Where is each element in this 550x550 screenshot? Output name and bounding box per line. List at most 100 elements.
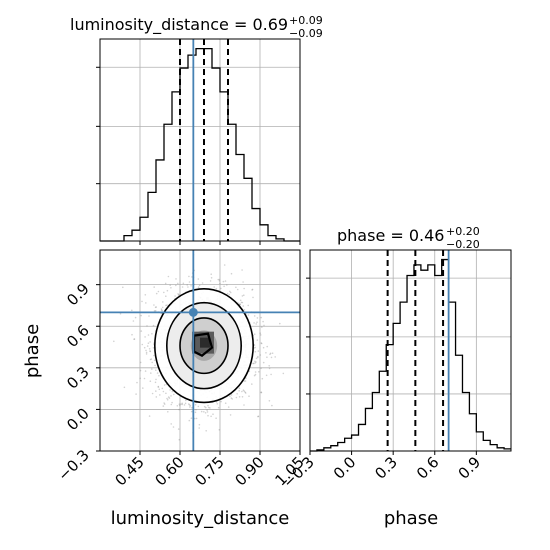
scatter-point [149,341,151,343]
x-tick-label-phase: 0.6 [413,453,443,483]
scatter-point [200,410,203,413]
scatter-point [223,264,226,266]
scatter-point [161,306,164,309]
scatter-point [255,357,258,360]
scatter-point [175,278,177,280]
scatter-point [252,296,254,299]
scatter-point [215,287,218,290]
scatter-point [188,403,190,405]
scatter-point [261,326,263,328]
scatter-point [229,291,232,294]
scatter-point [145,351,148,354]
truth-marker [188,307,198,317]
y-tick-label-phase: 0.6 [63,321,93,351]
scatter-point [251,288,254,291]
scatter-point [259,334,262,336]
scatter-point [255,361,257,363]
scatter-point [260,342,263,345]
scatter-point [149,350,151,352]
contour-line [154,288,255,404]
scatter-point [135,393,137,395]
scatter-point [151,361,153,364]
scatter-point [239,303,241,305]
scatter-point [209,407,211,409]
scatter-point [167,396,170,398]
scatter-point [150,358,153,360]
scatter-point [244,380,247,382]
scatter-point [173,393,175,396]
scatter-point [262,361,265,364]
scatter-point [203,411,205,413]
x-tick-label-luminosity-distance: 0.60 [151,453,187,489]
scatter-point [139,369,142,372]
scatter-point [205,406,207,409]
scatter-point [243,287,245,290]
scatter-point [132,320,135,322]
histogram-step-phase [310,258,511,452]
scatter-point [154,381,157,384]
scatter-point [236,288,239,291]
scatter-point [165,295,167,298]
y-tick-label-phase: −0.3 [54,446,92,484]
scatter-point [255,323,257,325]
scatter-point [257,415,260,418]
scatter-point [210,277,213,279]
scatter-point [188,404,191,406]
scatter-point [134,316,137,319]
scatter-point [189,404,192,407]
scatter-point [169,284,171,287]
scatter-point [228,293,231,296]
scatter-point [198,284,201,287]
scatter-point [163,403,166,405]
y-tick-label-phase: 0.3 [63,363,93,393]
scatter-point [146,345,149,347]
scatter-point [161,309,163,312]
y-axis-label-phase: phase [22,324,43,378]
scatter-point [165,392,167,395]
scatter-point [158,388,161,391]
scatter-point [198,423,201,426]
scatter-point [270,373,272,376]
scatter-point [265,352,267,354]
scatter-point [190,285,192,287]
scatter-point [141,300,143,303]
scatter-point [178,403,181,406]
scatter-point [226,292,229,295]
scatter-point [181,403,184,406]
scatter-point [166,304,168,306]
scatter-point [155,369,157,372]
scatter-point [256,321,258,324]
scatter-point [244,392,247,394]
scatter-point [144,294,147,296]
scatter-point [253,322,255,324]
scatter-point [224,280,227,282]
scatter-point [268,400,271,402]
panel-frame [99,38,301,242]
scatter-point [207,404,209,407]
scatter-point [242,305,245,307]
scatter-point [139,377,141,380]
scatter-point [154,306,157,309]
scatter-point [195,408,197,411]
scatter-point [177,282,179,285]
scatter-point [242,281,244,283]
scatter-point [197,405,200,408]
scatter-point [212,413,214,416]
scatter-point [194,403,197,406]
scatter-point [257,415,259,418]
scatter-contour-panel [96,249,301,455]
x-tick-label-phase: 0.0 [330,453,360,483]
scatter-point [181,402,183,405]
histogram-step-luminosity-distance [100,47,300,242]
scatter-point [216,403,219,405]
scatter-point [174,295,176,297]
scatter-point [139,361,142,364]
scatter-point [239,299,242,302]
scatter-point [254,350,257,353]
scatter-point [171,390,174,393]
y-tick-label-phase: 0.0 [63,405,93,435]
scatter-point [166,289,169,292]
title-luminosity-distance: luminosity_distance = 0.69 +0.09 −0.09 [70,14,323,40]
scatter-point [271,352,274,355]
scatter-point [257,355,259,358]
